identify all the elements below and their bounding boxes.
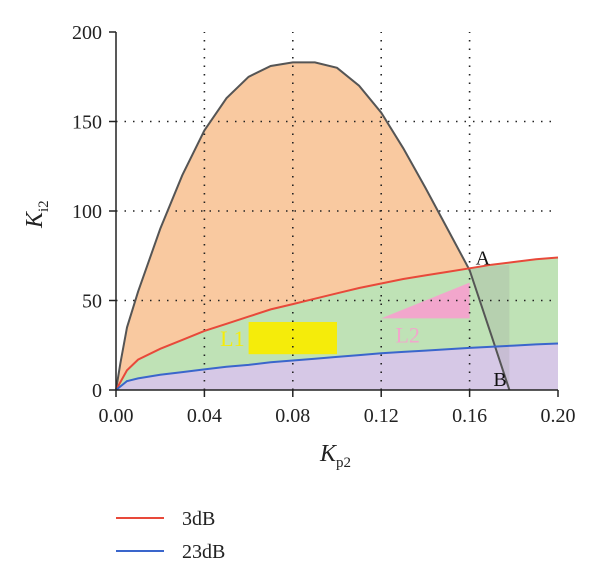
x-tick-label: 0.00 [99, 405, 134, 427]
x-tick-label: 0.08 [275, 405, 310, 427]
series-lines [115, 61, 559, 391]
y-axis-label: Ki2 [22, 200, 52, 229]
x-tick-label: 0.04 [187, 405, 222, 427]
y-tick-label: 0 [92, 380, 102, 402]
y-tick-label: 50 [82, 291, 102, 313]
region-label-l2: L2 [395, 322, 419, 347]
annotations: L1 L2 A B [220, 247, 507, 391]
y-tick-label: 100 [72, 201, 102, 223]
tick-labels: 0.00 0.04 0.08 0.12 0.16 0.20 0 50 100 150 200 [72, 22, 576, 427]
x-tick-label: 0.12 [364, 405, 399, 427]
y-tick-label: 200 [72, 22, 102, 44]
legend: 3dB 23dB [116, 508, 225, 563]
x-axis-label: Kp2 [319, 441, 351, 471]
point-label-b: B [493, 369, 506, 391]
stability-boundary-line [115, 61, 511, 391]
x-tick-label: 0.20 [541, 405, 576, 427]
series-line-3dB [115, 256, 559, 391]
point-label-a: A [476, 247, 491, 269]
y-tick-label: 150 [72, 112, 102, 134]
legend-label-23dB: 23dB [182, 541, 225, 563]
series-23dB-area-fill [116, 343, 558, 390]
region-label-l1: L1 [220, 326, 244, 351]
region-l2 [381, 282, 470, 319]
legend-label-3dB: 3dB [182, 508, 215, 530]
axis-labels: Kp2 Ki2 [22, 200, 351, 471]
x-tick-label: 0.16 [452, 405, 487, 427]
grid [116, 32, 558, 390]
series-line-23dB [115, 342, 559, 391]
